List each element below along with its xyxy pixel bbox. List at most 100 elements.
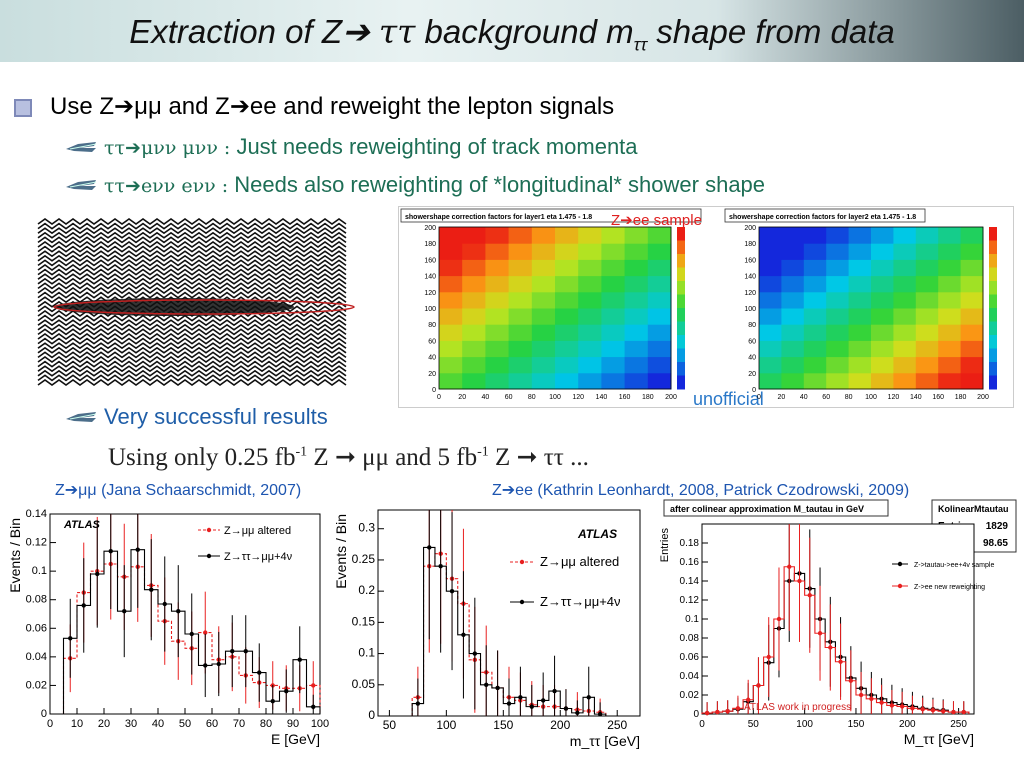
heatmap-cell [938, 340, 962, 358]
data-point [506, 701, 512, 706]
heatmap-cell [871, 275, 894, 293]
heatmap-cell [555, 275, 579, 293]
x-tick-label: 60 [206, 718, 218, 730]
heatmap-cell [555, 227, 579, 244]
data-point [704, 710, 710, 716]
heatmap-cell [647, 372, 672, 390]
heatmap-colorbar-cell [989, 267, 997, 282]
heatmap-cell [803, 259, 827, 277]
y-tick-label: 0.1 [32, 565, 47, 577]
x-tick-label: 150 [848, 719, 865, 730]
heatmap-cell [647, 356, 672, 374]
heatmap-cell [462, 243, 486, 260]
data-point [176, 608, 181, 614]
zigzag-line [37, 379, 347, 386]
heatmap-cell [893, 340, 917, 358]
heatmap-cell [960, 308, 984, 325]
heatmap-cell [624, 227, 649, 244]
zigzag-line [37, 264, 347, 271]
shower-zigzag-drawing [37, 218, 355, 386]
using-only-line: Using only 0.25 fb-1 Z ➞ μμ and 5 fb-1 Z… [108, 444, 589, 471]
heatmap-cell [960, 243, 984, 260]
zigzag-line [37, 273, 347, 281]
heatmap-cell [647, 275, 672, 293]
heatmap-colorbar-cell [989, 240, 997, 255]
heatmap-x-tick: 80 [845, 394, 853, 401]
shower-core [54, 298, 294, 316]
heatmap-cell [508, 259, 533, 277]
heatmap-y-tick: 200 [424, 225, 436, 232]
heatmap-cell [938, 275, 962, 293]
heatmap-cell [555, 372, 579, 390]
heatmap-colorbar-cell [989, 254, 997, 268]
plot-frame [701, 523, 975, 715]
heatmap-cell [871, 340, 894, 358]
data-point [715, 709, 720, 715]
heatmap-y-tick: 140 [424, 274, 436, 281]
heatmap-cell [848, 291, 872, 309]
heatmap-cell [531, 324, 556, 341]
legend-label: Z→μμ altered [540, 554, 619, 569]
heatmap-cell [555, 308, 579, 325]
atlas-label: ATLAS [577, 527, 617, 541]
x-tick-label: 100 [436, 718, 456, 732]
heatmap-cell [578, 243, 602, 260]
heatmap-cell [938, 324, 962, 341]
data-point [828, 645, 833, 650]
heatmap-cell [803, 356, 827, 374]
x-tick-label: 10 [71, 718, 83, 730]
heatmap-cell [508, 324, 533, 341]
heatmap-cell [624, 275, 649, 293]
heatmap-cell [781, 324, 805, 341]
y-tick-label: 0.02 [680, 690, 700, 701]
heatmap-cell [871, 324, 894, 341]
zigzag-line [37, 314, 347, 322]
heatmap-cell [826, 259, 850, 277]
y-tick-label: 0.04 [680, 671, 700, 682]
heatmap-cell [439, 324, 463, 341]
heatmap-cell [803, 324, 827, 341]
data-point [529, 704, 534, 709]
heatmap-cell [508, 291, 533, 309]
heatmap-colorbar-cell [989, 348, 997, 363]
heatmap-cell [938, 259, 962, 277]
data-point [108, 548, 113, 554]
heatmap-cell [826, 275, 850, 293]
zigzag-line [37, 236, 347, 244]
watermark-label: ATLAS work in progress [744, 702, 851, 713]
heatmap-colorbar-cell [677, 267, 685, 282]
heatmap-y-tick: 100 [424, 306, 436, 313]
heatmap-cell [578, 259, 602, 277]
heatmap-y-tick: 20 [428, 371, 436, 378]
data-point [725, 708, 730, 714]
square-bullet-icon [14, 98, 32, 117]
heatmap-cell [759, 308, 782, 325]
heatmap-cell [960, 356, 984, 374]
heatmap-cell [781, 259, 805, 277]
data-point [807, 593, 812, 598]
heatmap-colorbar-cell [677, 308, 685, 322]
data-point [563, 706, 569, 711]
heatmap-cell [915, 259, 939, 277]
heatmap-cell [647, 291, 672, 309]
heatmap-cell [893, 275, 917, 293]
data-point [449, 588, 455, 594]
heatmap-cell [893, 356, 917, 374]
heatmap-y-tick: 80 [748, 322, 756, 329]
data-point [920, 707, 925, 712]
data-point [858, 692, 864, 698]
heatmap-y-tick: 80 [428, 322, 436, 329]
heatmap-cell [803, 275, 827, 293]
heatmap-colorbar-cell [677, 321, 685, 336]
heatmap-cell [915, 356, 939, 374]
heatmap-cell [462, 356, 486, 374]
data-point [540, 698, 546, 703]
heatmap-cell [848, 259, 872, 277]
data-point [427, 545, 432, 550]
data-point [745, 697, 751, 702]
data-point [597, 711, 603, 717]
heatmap-cell [803, 308, 827, 325]
heatmap-cell [624, 291, 649, 309]
heatmap-cell [439, 259, 463, 277]
x-tick-label: 250 [950, 719, 967, 730]
